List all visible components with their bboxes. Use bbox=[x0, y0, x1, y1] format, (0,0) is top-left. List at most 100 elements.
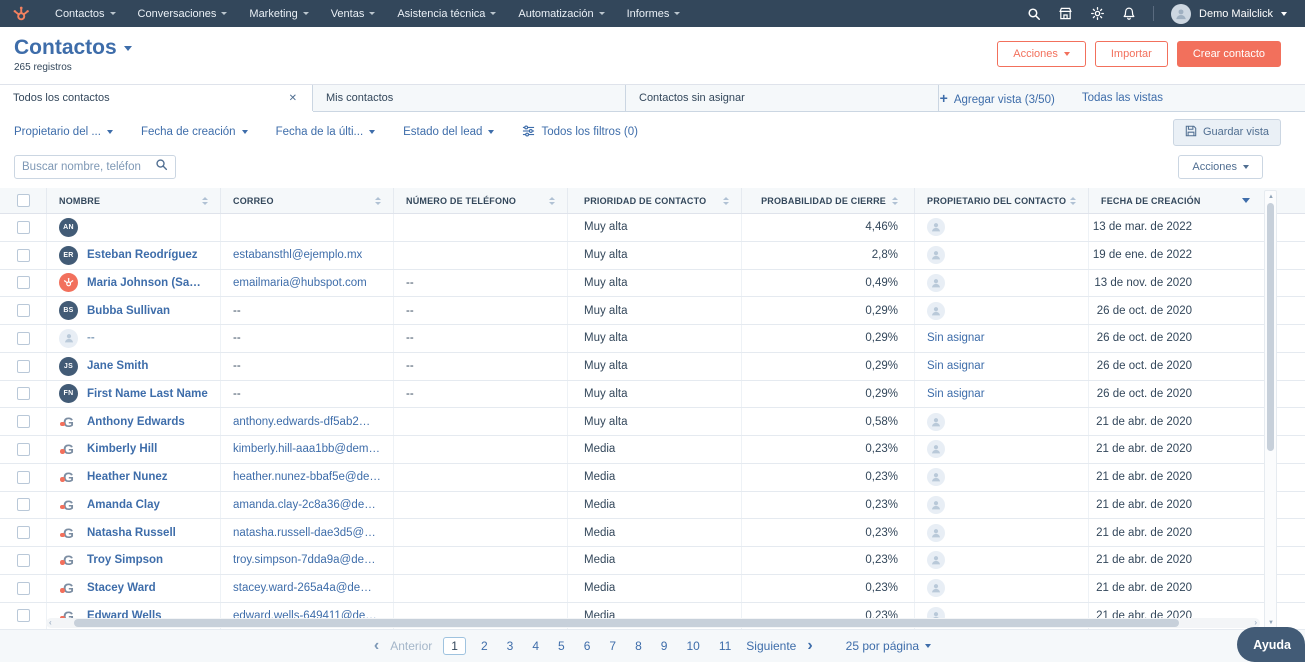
nav-item-conversaciones[interactable]: Conversaciones bbox=[127, 0, 239, 27]
contact-name-link[interactable]: Kimberly Hill bbox=[87, 443, 157, 455]
view-tab-todos-los-contactos[interactable]: Todos los contactos✕ bbox=[0, 85, 313, 111]
all-views-link[interactable]: Todas las vistas bbox=[1082, 92, 1163, 104]
search-icon[interactable] bbox=[155, 158, 168, 176]
page-2[interactable]: 2 bbox=[477, 638, 492, 654]
row-checkbox[interactable] bbox=[17, 276, 30, 289]
sort-icon[interactable] bbox=[375, 197, 381, 205]
nav-item-informes[interactable]: Informes bbox=[616, 0, 692, 27]
email-link[interactable]: stacey.ward-265a4a@demos... bbox=[233, 582, 381, 594]
page-3[interactable]: 3 bbox=[503, 638, 518, 654]
page-11[interactable]: 11 bbox=[715, 638, 735, 654]
contact-name-link[interactable]: Jane Smith bbox=[87, 360, 148, 372]
user-menu[interactable]: Demo Mailclick bbox=[1171, 4, 1287, 24]
scroll-right-icon[interactable]: › bbox=[1254, 619, 1257, 627]
filter-dropdown-estado-del-lead[interactable]: Estado del lead bbox=[403, 126, 494, 138]
page-title[interactable]: Contactos bbox=[14, 36, 132, 60]
filter-dropdown-fecha-de-la-ulti[interactable]: Fecha de la últi... bbox=[276, 126, 376, 138]
contact-name-link[interactable]: Stacey Ward bbox=[87, 582, 156, 594]
sort-icon[interactable] bbox=[202, 197, 208, 205]
contact-name-link[interactable]: Heather Nunez bbox=[87, 471, 168, 483]
row-checkbox[interactable] bbox=[17, 526, 30, 539]
contact-name-link[interactable]: Troy Simpson bbox=[87, 554, 163, 566]
actions-button[interactable]: Acciones bbox=[997, 41, 1086, 67]
hubspot-logo-icon[interactable] bbox=[12, 5, 30, 23]
scroll-left-icon[interactable]: ‹ bbox=[49, 619, 52, 627]
select-all-checkbox[interactable] bbox=[17, 194, 30, 207]
horizontal-scrollbar-thumb[interactable] bbox=[74, 619, 1179, 627]
sort-icon[interactable] bbox=[1070, 197, 1076, 205]
email-link[interactable]: troy.simpson-7dda9a@demo... bbox=[233, 554, 381, 566]
page-6[interactable]: 6 bbox=[580, 638, 595, 654]
row-checkbox[interactable] bbox=[17, 582, 30, 595]
search-icon[interactable] bbox=[1027, 7, 1041, 21]
contact-name-link[interactable]: Anthony Edwards bbox=[87, 416, 185, 428]
contact-name-link[interactable]: Natasha Russell bbox=[87, 527, 176, 539]
column-header-numero-de-telefono[interactable]: NÚMERO DE TELÉFONO bbox=[393, 188, 567, 213]
scroll-up-icon[interactable]: ▲ bbox=[1268, 194, 1274, 200]
sort-icon[interactable] bbox=[723, 197, 729, 205]
email-link[interactable]: heather.nunez-bbaf5e@dem... bbox=[233, 471, 381, 483]
save-view-button[interactable]: Guardar vista bbox=[1173, 119, 1281, 146]
column-header-correo[interactable]: CORREO bbox=[220, 188, 393, 213]
page-9[interactable]: 9 bbox=[657, 638, 672, 654]
email-link[interactable]: kimberly.hill-aaa1bb@demo... bbox=[233, 443, 381, 455]
next-page-button[interactable]: Siguiente bbox=[746, 639, 796, 653]
contact-name-link[interactable]: Maria Johnson (Sampl... bbox=[87, 277, 208, 289]
page-5[interactable]: 5 bbox=[554, 638, 569, 654]
search-input[interactable] bbox=[22, 161, 151, 173]
nav-item-contactos[interactable]: Contactos bbox=[44, 0, 127, 27]
column-header-nombre[interactable]: NOMBRE bbox=[46, 188, 220, 213]
page-7[interactable]: 7 bbox=[605, 638, 620, 654]
chevron-left-icon[interactable]: ‹ bbox=[374, 638, 379, 654]
contact-name-link[interactable]: Bubba Sullivan bbox=[87, 305, 170, 317]
sort-desc-icon[interactable] bbox=[1242, 198, 1250, 203]
sort-icon[interactable] bbox=[892, 197, 898, 205]
email-link[interactable]: amanda.clay-2c8a36@demo... bbox=[233, 499, 381, 511]
add-view-link[interactable]: +Agregar vista (3/50) bbox=[940, 90, 1055, 106]
nav-item-marketing[interactable]: Marketing bbox=[238, 0, 319, 27]
horizontal-scrollbar[interactable]: ‹ › bbox=[46, 618, 1260, 628]
per-page-selector[interactable]: 25 por página bbox=[846, 639, 931, 653]
row-checkbox[interactable] bbox=[17, 415, 30, 428]
email-link[interactable]: estabansthl@ejemplo.mx bbox=[233, 249, 362, 261]
row-checkbox[interactable] bbox=[17, 360, 30, 373]
page-4[interactable]: 4 bbox=[528, 638, 543, 654]
nav-item-asistencia-tecnica[interactable]: Asistencia técnica bbox=[386, 0, 507, 27]
contact-name-link[interactable]: -- bbox=[87, 332, 95, 344]
row-checkbox[interactable] bbox=[17, 387, 30, 400]
row-checkbox[interactable] bbox=[17, 443, 30, 456]
vertical-scrollbar-thumb[interactable] bbox=[1267, 203, 1274, 451]
row-checkbox[interactable] bbox=[17, 304, 30, 317]
view-tab-contactos-sin-asignar[interactable]: Contactos sin asignar bbox=[626, 85, 939, 111]
column-header-propietario-del-contacto[interactable]: PROPIETARIO DEL CONTACTO bbox=[914, 188, 1088, 213]
column-header-probabilidad-de-cierre[interactable]: PROBABILIDAD DE CIERRE bbox=[741, 188, 914, 213]
column-header-prioridad-de-contacto[interactable]: PRIORIDAD DE CONTACTO bbox=[567, 188, 741, 213]
vertical-scrollbar[interactable]: ▲ ▼ bbox=[1264, 190, 1277, 630]
row-checkbox[interactable] bbox=[17, 249, 30, 262]
table-actions-button[interactable]: Acciones bbox=[1178, 155, 1263, 179]
view-tab-mis-contactos[interactable]: Mis contactos bbox=[313, 85, 626, 111]
create-contact-button[interactable]: Crear contacto bbox=[1177, 41, 1281, 67]
contact-name-link[interactable]: Esteban Reodríguez bbox=[87, 249, 198, 261]
marketplace-icon[interactable] bbox=[1058, 6, 1073, 21]
scroll-down-icon[interactable]: ▼ bbox=[1268, 620, 1274, 626]
all-filters-button[interactable]: Todos los filtros (0) bbox=[522, 125, 638, 140]
bell-icon[interactable] bbox=[1122, 6, 1136, 21]
page-1[interactable]: 1 bbox=[443, 637, 466, 655]
import-button[interactable]: Importar bbox=[1095, 41, 1168, 67]
previous-page-button[interactable]: Anterior bbox=[390, 639, 432, 653]
gear-icon[interactable] bbox=[1090, 6, 1105, 21]
filter-dropdown-fecha-de-creacion[interactable]: Fecha de creación bbox=[141, 126, 248, 138]
row-checkbox[interactable] bbox=[17, 332, 30, 345]
row-checkbox[interactable] bbox=[17, 471, 30, 484]
filter-dropdown-propietario-del[interactable]: Propietario del ... bbox=[14, 126, 113, 138]
email-link[interactable]: anthony.edwards-df5ab2@d... bbox=[233, 416, 381, 428]
page-10[interactable]: 10 bbox=[682, 638, 703, 654]
nav-item-ventas[interactable]: Ventas bbox=[320, 0, 387, 27]
contact-name-link[interactable]: Amanda Clay bbox=[87, 499, 160, 511]
chevron-right-icon[interactable]: › bbox=[807, 638, 812, 654]
email-link[interactable]: natasha.russell-dae3d5@de... bbox=[233, 527, 381, 539]
nav-item-automatizacion[interactable]: Automatización bbox=[507, 0, 615, 27]
row-checkbox[interactable] bbox=[17, 609, 30, 622]
row-checkbox[interactable] bbox=[17, 554, 30, 567]
